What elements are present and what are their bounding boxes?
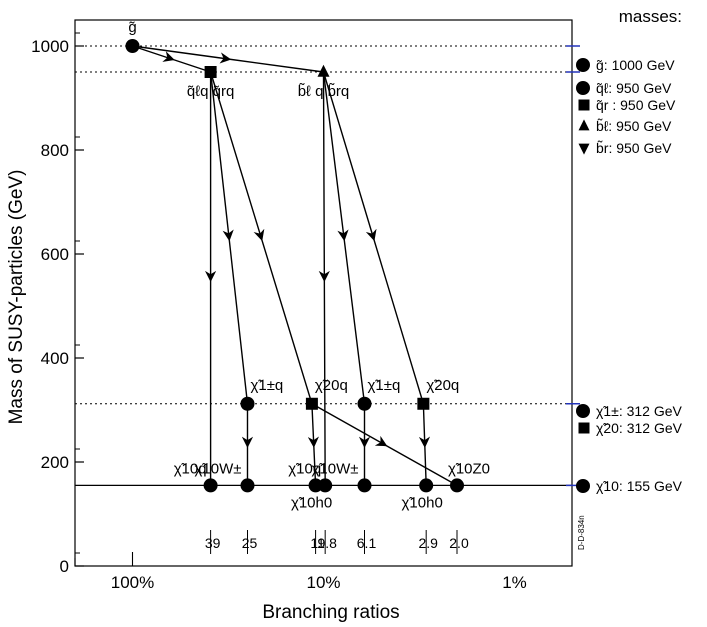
br-label: 6.1 xyxy=(357,535,377,551)
node-chargino_q2 xyxy=(357,396,372,411)
y-tick-label: 800 xyxy=(41,141,69,160)
x-tick-label: 1% xyxy=(502,573,527,592)
legend-label: b̃r: 950 GeV xyxy=(596,140,672,156)
grid-layer xyxy=(75,45,580,487)
nodes-layer xyxy=(125,39,465,493)
legend-label: χ̃10: 155 GeV xyxy=(596,478,683,494)
node-label: q̃ℓq q̃rq xyxy=(187,83,234,100)
axes-layer: 0 200 400 600 800 1000 100% 10% 1% 39 25 119.8 6.1 2.… xyxy=(31,32,527,592)
legend-label: q̃ℓ: 950 GeV xyxy=(596,80,672,96)
legend-label: χ̃20: 312 GeV xyxy=(596,420,683,436)
node-label: χ̃10q xyxy=(174,460,207,477)
node-label: b̃ℓ q b̃rq xyxy=(298,83,350,100)
legend-label: g̃: 1000 GeV xyxy=(596,57,675,73)
decay-edge xyxy=(307,403,319,486)
y-tick-label: 400 xyxy=(41,349,69,368)
node-n1h xyxy=(308,478,323,493)
node-label: χ̃1±q xyxy=(250,377,283,394)
legend-marker xyxy=(578,119,590,131)
node-label: χ̃20q xyxy=(426,377,459,394)
node-neutralino2_q xyxy=(305,397,318,410)
decay-edge xyxy=(209,71,249,404)
br-label: 11 xyxy=(310,535,325,551)
node-labels-layer: g̃ q̃ℓq q̃rq b̃ℓ q b̃rq χ̃1±q χ̃20q χ̃1±q χ̃20… xyxy=(128,19,490,511)
legend-label: b̃ℓ: 950 GeV xyxy=(596,118,672,134)
node-chargino_q xyxy=(240,396,255,411)
x-axis-title: Branching ratios xyxy=(262,602,399,623)
node-squark xyxy=(204,66,217,78)
side-note: D-D-834n xyxy=(577,515,586,550)
node-label: χ̃10h0 xyxy=(402,494,443,511)
x-tick-label: 100% xyxy=(111,573,154,592)
node-neutralino2_q2 xyxy=(417,397,430,410)
legend-label: q̃r : 950 GeV xyxy=(596,97,676,113)
legend-marker xyxy=(576,58,590,72)
legend-marker xyxy=(576,479,590,493)
legend-marker xyxy=(578,422,590,434)
node-label: χ̃10W± xyxy=(312,460,359,477)
decay-edge xyxy=(322,71,425,404)
node-n1W xyxy=(240,478,255,493)
node-label: χ̃10q xyxy=(288,460,321,477)
y-tick-label: 600 xyxy=(41,245,69,264)
node-label: χ̃20q xyxy=(315,377,348,394)
node-n1q2 xyxy=(318,478,333,493)
node-label: χ̃10h0 xyxy=(291,494,332,511)
decay-edge xyxy=(418,403,431,486)
decay-edge xyxy=(318,71,330,486)
node-label: χ̃10W± xyxy=(195,460,242,477)
legend-marker xyxy=(578,143,590,155)
legend-marker xyxy=(576,404,590,418)
br-label: 2.0 xyxy=(449,535,469,551)
node-label: χ̃1±q xyxy=(368,377,401,394)
node-n1W2 xyxy=(357,478,372,493)
br-label: 25 xyxy=(242,535,258,551)
decay-edge xyxy=(132,45,211,73)
legend-marker xyxy=(578,99,590,111)
y-axis-title: Mass of SUSY-particles (GeV) xyxy=(6,170,27,425)
edges-layer xyxy=(132,45,458,487)
node-gluino xyxy=(125,39,140,53)
decay-edge xyxy=(322,71,366,404)
legend-marker xyxy=(576,81,590,95)
plot-frame xyxy=(74,19,573,567)
br-label: 39 xyxy=(205,535,221,551)
br-label: 2.9 xyxy=(418,535,438,551)
y-tick-label: 200 xyxy=(41,453,69,472)
node-sbottom xyxy=(317,64,330,77)
y-tick-label: 1000 xyxy=(31,37,69,56)
node-label: χ̃10Z0 xyxy=(448,460,490,477)
legend-title: masses: xyxy=(619,7,682,26)
legend-label: χ̃1±: 312 GeV xyxy=(596,403,683,419)
node-n1h2 xyxy=(419,478,434,493)
decay-edge xyxy=(209,71,313,404)
node-n1Z xyxy=(450,478,465,493)
br-label: 9.8 xyxy=(317,535,337,551)
decay-edge xyxy=(132,45,324,73)
node-n1q xyxy=(203,478,218,493)
x-tick-label: 10% xyxy=(306,573,340,592)
decay-edge xyxy=(311,403,458,487)
y-tick-label: 0 xyxy=(60,557,69,576)
node-label: g̃ xyxy=(128,19,136,36)
